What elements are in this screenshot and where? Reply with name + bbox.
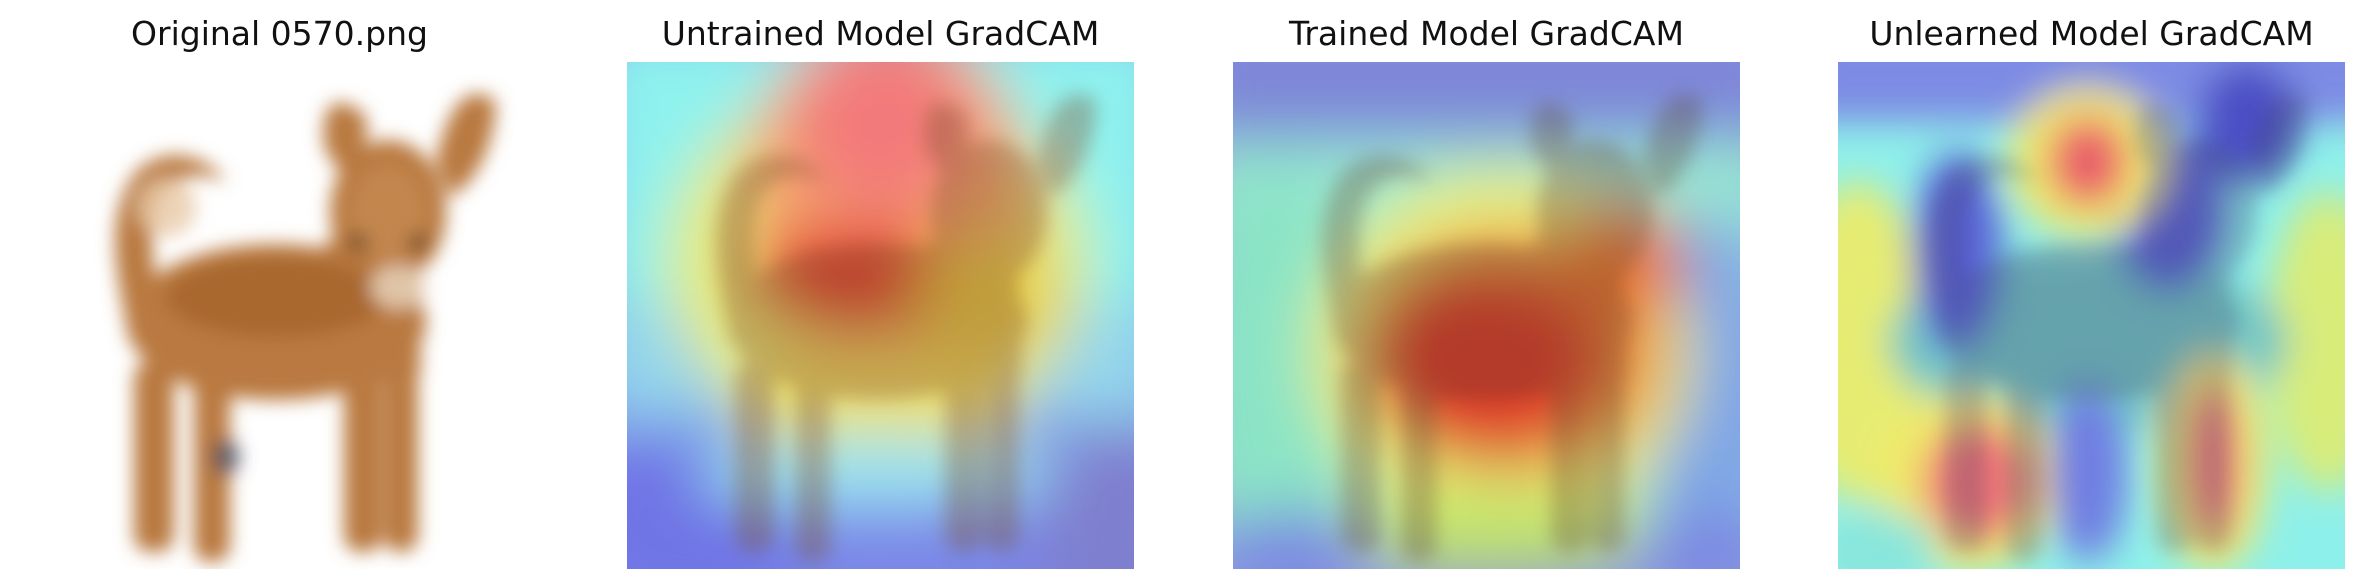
- panel-title-untrained: Untrained Model GradCAM: [661, 14, 1100, 53]
- panel-untrained: Untrained Model GradCAM: [627, 0, 1134, 588]
- original-dog-image: [26, 62, 533, 569]
- trained-gradcam-heatmap: [1233, 62, 1740, 569]
- panel-unlearned: Unlearned Model GradCAM: [1838, 0, 2345, 588]
- panel-original: Original 0570.png: [26, 0, 533, 588]
- panel-title-unlearned: Unlearned Model GradCAM: [1869, 14, 2314, 53]
- panel-trained: Trained Model GradCAM: [1233, 0, 1740, 588]
- panel-title-original: Original 0570.png: [131, 14, 428, 53]
- unlearned-gradcam-heatmap: [1838, 62, 2345, 569]
- untrained-gradcam-heatmap: [627, 62, 1134, 569]
- panel-title-trained: Trained Model GradCAM: [1289, 14, 1684, 53]
